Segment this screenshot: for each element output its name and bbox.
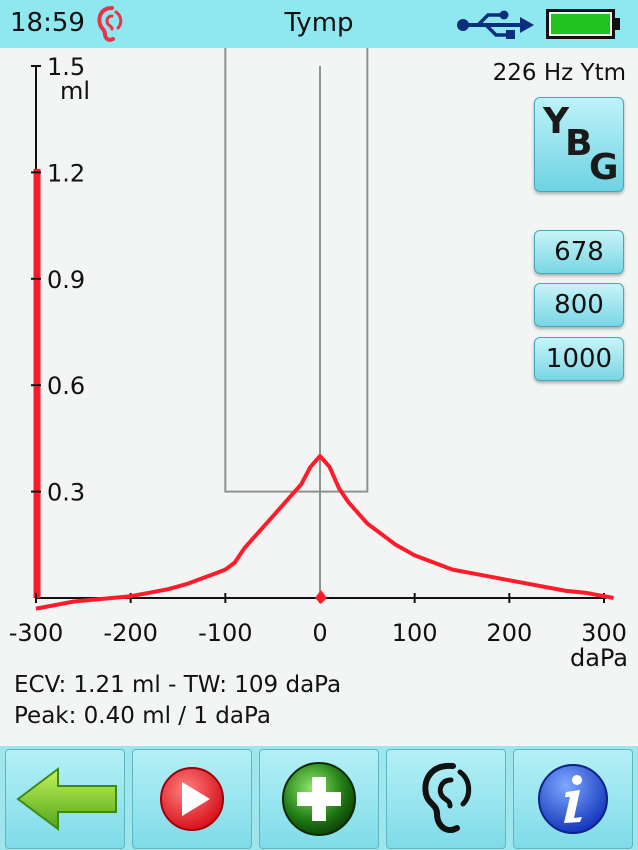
status-bar: 18:59 Tymp bbox=[0, 0, 638, 48]
ear-select-button[interactable] bbox=[386, 749, 506, 849]
add-button[interactable] bbox=[259, 749, 379, 849]
y-tick-label: 0.9 bbox=[47, 266, 85, 294]
ybg-y-letter: Y bbox=[543, 101, 570, 142]
x-tick-label: 0 bbox=[312, 619, 327, 647]
y-tick-label: 0.3 bbox=[47, 479, 85, 507]
clock: 18:59 bbox=[10, 8, 85, 38]
x-tick-label: 100 bbox=[392, 619, 438, 647]
freq-800-button[interactable]: 800 bbox=[534, 283, 624, 327]
ybg-g-letter: G bbox=[589, 147, 619, 188]
x-tick-label: 200 bbox=[486, 619, 532, 647]
bottom-toolbar bbox=[0, 746, 638, 850]
tolerance-box bbox=[224, 48, 369, 493]
play-button[interactable] bbox=[132, 749, 252, 849]
add-icon bbox=[282, 762, 356, 836]
freq-678-button[interactable]: 678 bbox=[534, 230, 624, 274]
y-tick-label: 0.6 bbox=[47, 372, 85, 400]
tympanogram-chart: 0.3 0.6 0.9 1.2 1.5ml -300 -200 -100 0 100 200 300d… bbox=[9, 48, 628, 668]
battery-icon bbox=[546, 9, 620, 39]
x-tick-label: -100 bbox=[198, 619, 252, 647]
info-button[interactable] bbox=[513, 749, 633, 849]
screen-title: Tymp bbox=[284, 8, 354, 38]
probe-frequency-label: 226 Hz Ytm bbox=[492, 60, 626, 86]
x-axis-unit: daPa bbox=[570, 644, 628, 668]
x-tick-label: 300 bbox=[581, 619, 627, 647]
ear-icon bbox=[97, 6, 123, 42]
peak-readout: Peak: 0.40 ml / 1 daPa bbox=[14, 703, 271, 729]
ybg-b-letter: B bbox=[565, 123, 593, 164]
x-tick-label: -200 bbox=[103, 619, 157, 647]
freq-1000-button[interactable]: 1000 bbox=[534, 337, 624, 381]
x-tick-label: -300 bbox=[9, 619, 63, 647]
usb-icon bbox=[457, 10, 534, 39]
compliance-curve bbox=[35, 454, 614, 611]
ecv-tw-readout: ECV: 1.21 ml - TW: 109 daPa bbox=[14, 672, 342, 698]
ear-icon bbox=[422, 762, 472, 834]
y-axis-unit: ml bbox=[60, 77, 90, 105]
back-button[interactable] bbox=[5, 749, 125, 849]
info-icon bbox=[538, 764, 608, 834]
y-tick-label: 1.2 bbox=[47, 159, 85, 187]
play-icon bbox=[160, 767, 224, 831]
y-tick-label: 1.5 bbox=[47, 53, 85, 81]
peak-marker bbox=[314, 590, 327, 604]
ybg-mode-button[interactable]: Y B G bbox=[534, 97, 624, 192]
back-arrow-icon bbox=[16, 767, 117, 831]
